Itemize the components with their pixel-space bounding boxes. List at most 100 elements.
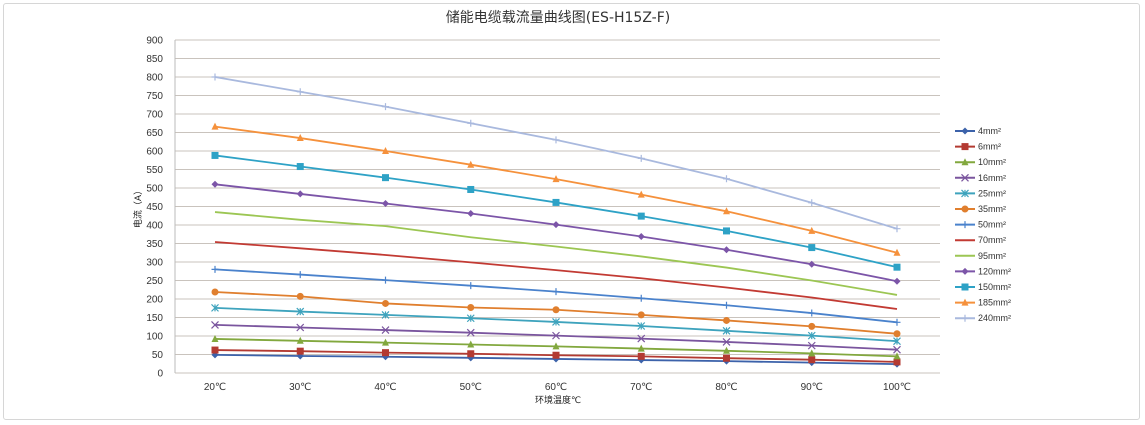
data-point xyxy=(552,175,560,183)
data-point xyxy=(211,180,219,188)
data-point xyxy=(893,337,901,346)
data-point xyxy=(552,351,560,359)
data-point xyxy=(211,334,219,342)
legend-item: 16mm² xyxy=(955,173,1006,183)
y-tick-label: 450 xyxy=(146,202,163,213)
data-point xyxy=(211,303,219,312)
data-point xyxy=(893,345,901,354)
legend-item: 50mm² xyxy=(955,220,1006,230)
data-point xyxy=(211,288,219,296)
legend-label: 6mm² xyxy=(978,142,1001,152)
y-tick-labels: 0 50 100 150 200 250 300 350 400 450 500 550 600 650 7… xyxy=(146,36,163,380)
x-tick-label: 90℃ xyxy=(801,382,823,393)
data-point xyxy=(961,221,969,229)
series-50mm-line xyxy=(211,265,901,326)
data-point xyxy=(467,350,475,358)
series-70mm-line xyxy=(214,241,898,310)
y-tick-label: 350 xyxy=(146,239,163,250)
data-point xyxy=(723,227,730,235)
series-95mm-line xyxy=(214,211,898,296)
legend-item: 150mm² xyxy=(955,282,1011,292)
data-point xyxy=(381,326,390,335)
data-point xyxy=(211,320,219,329)
y-tick-label: 0 xyxy=(157,369,163,380)
data-point xyxy=(723,346,730,354)
y-tick-label: 200 xyxy=(146,295,163,306)
data-point xyxy=(808,244,816,252)
data-point xyxy=(382,174,389,182)
data-point xyxy=(552,318,560,326)
y-tick-label: 500 xyxy=(146,184,163,195)
data-point xyxy=(722,337,731,346)
data-point xyxy=(893,352,901,360)
data-point xyxy=(807,341,816,350)
legend-item: 4mm² xyxy=(955,126,1001,136)
data-point xyxy=(808,309,816,317)
data-point xyxy=(723,316,730,324)
data-point xyxy=(808,349,816,357)
data-point xyxy=(637,294,645,302)
data-point xyxy=(382,349,389,357)
y-tick-label: 900 xyxy=(146,36,163,47)
data-point xyxy=(211,122,219,130)
series-185mm-line xyxy=(211,122,901,256)
data-point xyxy=(296,163,304,171)
data-point xyxy=(381,310,390,319)
legend-label: 4mm² xyxy=(978,126,1001,136)
legend-item: 35mm² xyxy=(955,204,1006,214)
data-point xyxy=(382,338,389,346)
data-point xyxy=(893,225,901,233)
data-point xyxy=(893,318,901,326)
legend-label: 95mm² xyxy=(978,251,1006,261)
y-tick-label: 750 xyxy=(146,91,163,102)
data-point xyxy=(808,199,816,207)
data-point xyxy=(961,173,969,182)
legend-label: 10mm² xyxy=(978,157,1006,167)
data-point xyxy=(552,288,560,296)
data-point xyxy=(552,306,560,314)
data-point xyxy=(961,158,969,166)
legend-item: 70mm² xyxy=(955,235,1006,245)
data-point xyxy=(808,226,816,234)
y-tick-label: 300 xyxy=(146,258,163,269)
legend-label: 16mm² xyxy=(978,173,1006,183)
data-point xyxy=(382,276,389,284)
legend-item: 185mm² xyxy=(955,298,1011,308)
legend-label: 25mm² xyxy=(978,188,1006,198)
data-point xyxy=(296,271,304,279)
series-120mm-line xyxy=(211,180,901,285)
data-point xyxy=(808,260,816,268)
legend-label: 150mm² xyxy=(978,282,1011,292)
data-point xyxy=(723,246,730,254)
y-tick-label: 150 xyxy=(146,313,163,324)
series-line xyxy=(214,76,898,230)
series-150mm-line xyxy=(211,151,901,271)
data-point xyxy=(893,263,901,271)
data-point xyxy=(296,307,305,316)
legend-item: 120mm² xyxy=(955,266,1011,276)
data-point xyxy=(382,147,389,154)
x-tick-labels: 20℃ 30℃ 40℃ 50℃ 60℃ 70℃ 80℃ 90℃ 100℃ xyxy=(204,382,911,393)
data-point xyxy=(382,103,389,111)
data-point xyxy=(467,119,475,127)
legend-label: 240mm² xyxy=(978,313,1011,323)
x-tick-label: 30℃ xyxy=(289,382,311,393)
data-point xyxy=(723,175,730,183)
legend-label: 120mm² xyxy=(978,266,1011,276)
data-point xyxy=(467,282,475,290)
y-axis-label: 电流（A） xyxy=(132,186,144,228)
data-point xyxy=(296,347,304,355)
data-point xyxy=(893,277,901,285)
data-point xyxy=(296,292,304,300)
y-tick-label: 50 xyxy=(152,350,164,361)
data-point xyxy=(961,283,969,291)
x-tick-label: 50℃ xyxy=(460,382,482,393)
legend-item: 95mm² xyxy=(955,251,1006,261)
data-point xyxy=(552,342,560,350)
data-point xyxy=(466,328,475,337)
data-point xyxy=(552,136,560,144)
data-point xyxy=(893,358,901,366)
data-point xyxy=(961,267,969,275)
data-point xyxy=(552,198,560,206)
